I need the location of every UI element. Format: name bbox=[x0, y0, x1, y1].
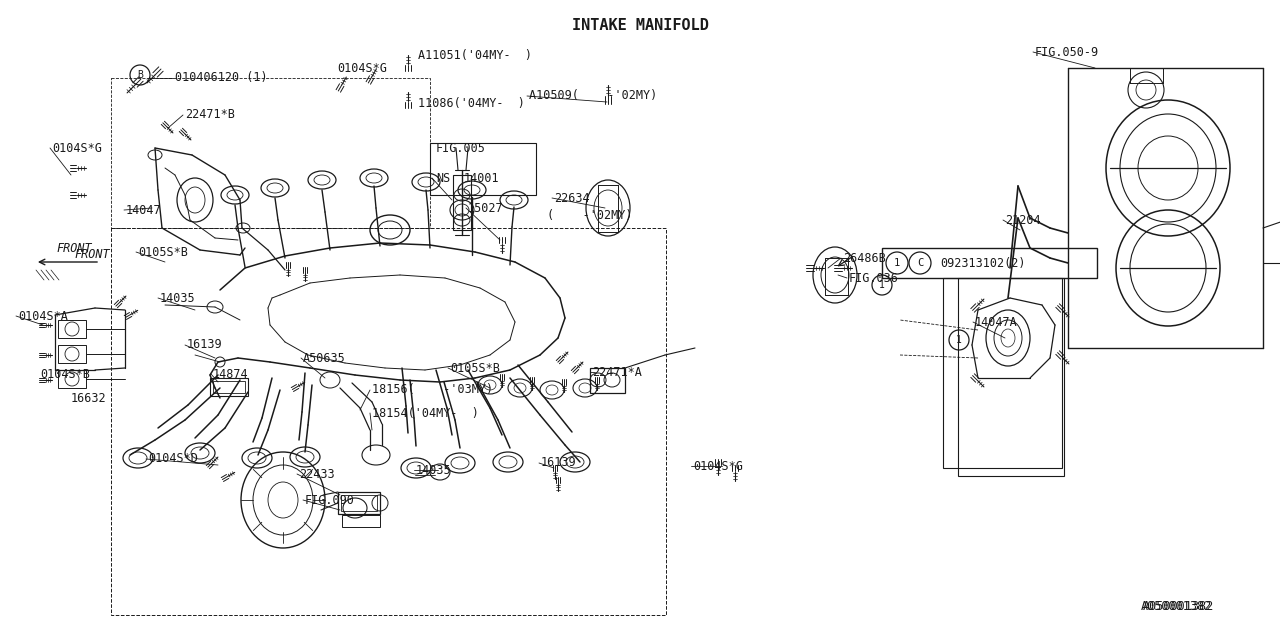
Text: 14047: 14047 bbox=[125, 204, 161, 216]
Text: 26486B: 26486B bbox=[844, 252, 886, 264]
Text: 22471*B: 22471*B bbox=[186, 109, 234, 122]
Text: 14874: 14874 bbox=[212, 367, 248, 381]
Text: 1: 1 bbox=[956, 335, 963, 345]
Bar bbox=[58, 345, 86, 363]
Text: NS: NS bbox=[436, 172, 451, 184]
Text: 092313102(2): 092313102(2) bbox=[940, 257, 1025, 269]
Text: FRONT: FRONT bbox=[56, 241, 92, 255]
Bar bbox=[111, 78, 430, 228]
Bar bbox=[590, 368, 625, 393]
Bar bbox=[212, 381, 244, 393]
Text: 14047A: 14047A bbox=[975, 316, 1018, 328]
Text: C: C bbox=[916, 258, 923, 268]
Text: 16632: 16632 bbox=[70, 392, 106, 406]
Text: 0104S*G: 0104S*G bbox=[337, 61, 387, 74]
Text: 14001: 14001 bbox=[465, 172, 499, 184]
Text: 1: 1 bbox=[893, 258, 900, 268]
Bar bbox=[453, 175, 471, 230]
Text: FIG.090: FIG.090 bbox=[305, 493, 355, 506]
Text: 0104S*G: 0104S*G bbox=[692, 460, 742, 472]
Bar bbox=[342, 515, 380, 527]
Text: 0104S*B: 0104S*B bbox=[40, 367, 90, 381]
Text: B: B bbox=[137, 70, 143, 80]
Text: 21204: 21204 bbox=[1005, 214, 1041, 227]
Text: 0105S*B: 0105S*B bbox=[138, 246, 188, 259]
Text: 18156(    -'03MY): 18156( -'03MY) bbox=[372, 383, 493, 397]
Text: INTAKE MANIFOLD: INTAKE MANIFOLD bbox=[572, 18, 708, 33]
Text: 22471*A: 22471*A bbox=[591, 365, 641, 378]
Text: FIG.036: FIG.036 bbox=[849, 271, 899, 285]
Bar bbox=[210, 378, 248, 396]
Text: FIG.005: FIG.005 bbox=[436, 141, 486, 154]
Bar bbox=[58, 370, 86, 388]
Bar bbox=[340, 495, 378, 511]
Text: 11086('04MY-  ): 11086('04MY- ) bbox=[419, 97, 525, 109]
Text: 22433: 22433 bbox=[300, 467, 334, 481]
Bar bbox=[430, 143, 536, 195]
Bar bbox=[943, 278, 1062, 468]
Bar bbox=[338, 492, 380, 514]
Text: 14035: 14035 bbox=[416, 463, 452, 477]
Text: 16139: 16139 bbox=[541, 456, 576, 470]
Text: A050001382: A050001382 bbox=[1143, 600, 1215, 614]
Text: 1: 1 bbox=[879, 280, 884, 290]
Text: 22634: 22634 bbox=[554, 191, 590, 205]
Text: 14035: 14035 bbox=[160, 291, 196, 305]
Text: 010406120 (1): 010406120 (1) bbox=[175, 72, 268, 84]
Bar bbox=[58, 320, 86, 338]
Text: 0104S*G: 0104S*G bbox=[52, 141, 102, 154]
Text: 15027: 15027 bbox=[468, 202, 503, 214]
Text: 18154('04MY-  ): 18154('04MY- ) bbox=[372, 406, 479, 419]
Text: (    -'02MY): ( -'02MY) bbox=[547, 209, 632, 221]
Bar bbox=[882, 248, 1097, 278]
Text: A11051('04MY-  ): A11051('04MY- ) bbox=[419, 49, 532, 61]
Text: FRONT: FRONT bbox=[74, 248, 110, 260]
Text: A050001382: A050001382 bbox=[1140, 600, 1212, 614]
Bar bbox=[111, 228, 666, 615]
Text: FIG.050-9: FIG.050-9 bbox=[1036, 45, 1100, 58]
Text: 0104S*A: 0104S*A bbox=[18, 310, 68, 323]
Text: 0105S*B: 0105S*B bbox=[451, 362, 500, 374]
Text: A10509(    -'02MY): A10509( -'02MY) bbox=[529, 90, 657, 102]
Text: 16139: 16139 bbox=[187, 339, 223, 351]
Text: A50635: A50635 bbox=[303, 351, 346, 365]
Bar bbox=[957, 278, 1064, 476]
Text: 0104S*D: 0104S*D bbox=[148, 452, 198, 465]
